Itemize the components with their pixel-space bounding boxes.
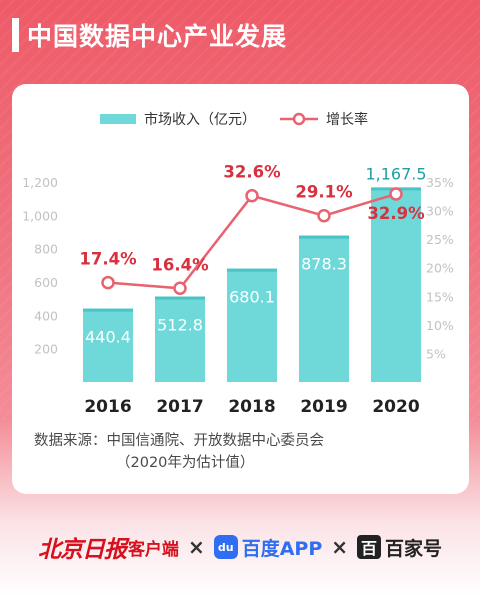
growth-rate-label: 32.6%	[223, 163, 281, 182]
chart-card: 市场收入（亿元） 增长率 200 400 600 800 1,000 1,200 5% 10% 15…	[12, 84, 469, 494]
bar-value-label: 878.3	[301, 255, 347, 274]
bar-value-label: 680.1	[229, 288, 275, 307]
growth-rate-point	[245, 188, 259, 203]
x-tick-label: 2017	[156, 397, 203, 417]
x-tick-label: 2018	[228, 397, 275, 417]
page-title: 中国数据中心产业发展	[27, 22, 288, 51]
baijiahao-icon: 百	[357, 535, 382, 559]
y-right-tick-label: 20%	[426, 261, 454, 276]
beijing-daily-logo: 北京日报	[37, 536, 127, 563]
y-left-tick-label: 800	[34, 242, 58, 257]
bar-value-label: 440.4	[85, 328, 131, 347]
x-tick-label: 2019	[300, 397, 347, 417]
x-tick-label: 2016	[84, 397, 131, 417]
y-right-tick-label: 15%	[426, 289, 454, 304]
bar-value-label: 1,167.5	[365, 164, 426, 183]
growth-rate-point	[389, 187, 403, 201]
y-right-tick-label: 5%	[426, 346, 446, 361]
bar	[371, 187, 421, 382]
bar-value-label: 512.8	[157, 316, 203, 335]
bar-top-edge	[155, 296, 205, 300]
y-right-tick-label: 25%	[426, 232, 454, 247]
growth-rate-label: 29.1%	[295, 183, 353, 202]
baidu-paw-icon: du	[213, 535, 238, 559]
y-left-tick-label: 400	[34, 308, 58, 323]
source-note: 数据来源：中国信通院、开放数据中心委员会 （2020年为估计值）	[34, 430, 324, 474]
bar-top-edge	[83, 308, 133, 312]
growth-rate-point	[101, 275, 115, 290]
growth-rate-label: 17.4%	[79, 250, 137, 269]
legend-line-label: 增长率	[326, 111, 368, 128]
x-tick-label: 2020	[372, 397, 419, 417]
y-left-tick-label: 600	[34, 275, 58, 290]
growth-rate-label: 16.4%	[151, 255, 209, 274]
y-left-tick-label: 1,200	[22, 175, 58, 190]
bar-top-edge	[299, 235, 349, 239]
growth-rate-label: 32.9%	[367, 204, 425, 223]
bar	[155, 296, 205, 382]
growth-rate-point	[173, 281, 187, 296]
times-separator-2: ×	[331, 535, 349, 559]
source-line-2: （2020年为估计值）	[116, 455, 255, 471]
bar	[299, 235, 349, 382]
baidu-app-label: 百度APP	[241, 537, 323, 560]
bar-top-edge	[227, 268, 277, 272]
bar	[83, 308, 133, 382]
y-left-tick-label: 200	[34, 342, 58, 357]
growth-rate-point	[317, 208, 331, 223]
y-right-tick-label: 30%	[426, 204, 454, 219]
legend-bar-label: 市场收入（亿元）	[144, 111, 256, 128]
legend-bar-swatch	[100, 114, 136, 124]
times-separator-1: ×	[187, 535, 205, 559]
y-left-tick-label: 1,000	[22, 208, 58, 223]
baijiahao-label: 百家号	[385, 537, 443, 560]
legend-line-marker	[292, 112, 306, 126]
footer-brands: 北京日报 客户端 × du 百度APP × 百 百家号	[0, 530, 480, 564]
y-right-tick-label: 35%	[426, 175, 454, 190]
y-right-tick-label: 10%	[426, 318, 454, 333]
beijing-daily-client-label: 客户端	[127, 539, 179, 560]
title-block: 中国数据中心产业发展	[12, 14, 287, 56]
title-accent-bar	[12, 18, 19, 52]
source-line-1: 数据来源：中国信通院、开放数据中心委员会	[34, 433, 324, 449]
chart: 市场收入（亿元） 增长率 200 400 600 800 1,000 1,200 5% 10% 15…	[22, 111, 454, 417]
bar	[227, 268, 277, 382]
